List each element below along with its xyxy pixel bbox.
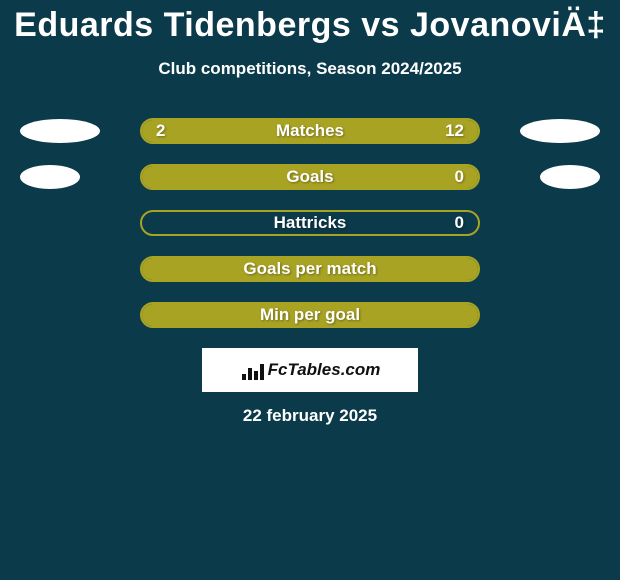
logo-box[interactable]: FcTables.com bbox=[202, 348, 418, 392]
stat-value-right: 0 bbox=[455, 167, 464, 187]
stat-bar-goals: Goals0 bbox=[140, 164, 480, 190]
stat-value-right: 0 bbox=[455, 213, 464, 233]
stats-rows: Matches212Goals0Hattricks0Goals per matc… bbox=[0, 108, 620, 426]
stat-value-right: 12 bbox=[445, 121, 464, 141]
stat-row-hattricks: Hattricks0 bbox=[0, 200, 620, 246]
stat-label: Matches bbox=[142, 121, 478, 141]
left-ellipse-icon bbox=[20, 165, 80, 189]
logo-text: FcTables.com bbox=[268, 360, 381, 380]
right-ellipse-icon bbox=[520, 119, 600, 143]
right-ellipse-icon bbox=[540, 165, 600, 189]
header: Eduards Tidenbergs vs JovanoviÄ‡ Club co… bbox=[0, 0, 620, 79]
page-title: Eduards Tidenbergs vs JovanoviÄ‡ bbox=[0, 6, 620, 45]
stat-row-goals-per-match: Goals per match bbox=[0, 246, 620, 292]
logo-inner: FcTables.com bbox=[240, 360, 381, 380]
stat-label: Goals bbox=[142, 167, 478, 187]
stat-bar-min-per-goal: Min per goal bbox=[140, 302, 480, 328]
stat-row-goals: Goals0 bbox=[0, 154, 620, 200]
stat-label: Goals per match bbox=[142, 259, 478, 279]
page-subtitle: Club competitions, Season 2024/2025 bbox=[0, 59, 620, 79]
stat-bar-matches: Matches2 12 bbox=[140, 118, 480, 144]
stat-value-left: 2 bbox=[156, 121, 165, 141]
stat-row-min-per-goal: Min per goal bbox=[0, 292, 620, 338]
stat-label: Hattricks bbox=[142, 213, 478, 233]
stat-label: Min per goal bbox=[142, 305, 478, 325]
date-text: 22 february 2025 bbox=[0, 406, 620, 426]
bars-icon bbox=[240, 360, 264, 380]
stat-bar-hattricks: Hattricks0 bbox=[140, 210, 480, 236]
left-ellipse-icon bbox=[20, 119, 100, 143]
stat-row-matches: Matches2 12 bbox=[0, 108, 620, 154]
stat-bar-goals-per-match: Goals per match bbox=[140, 256, 480, 282]
